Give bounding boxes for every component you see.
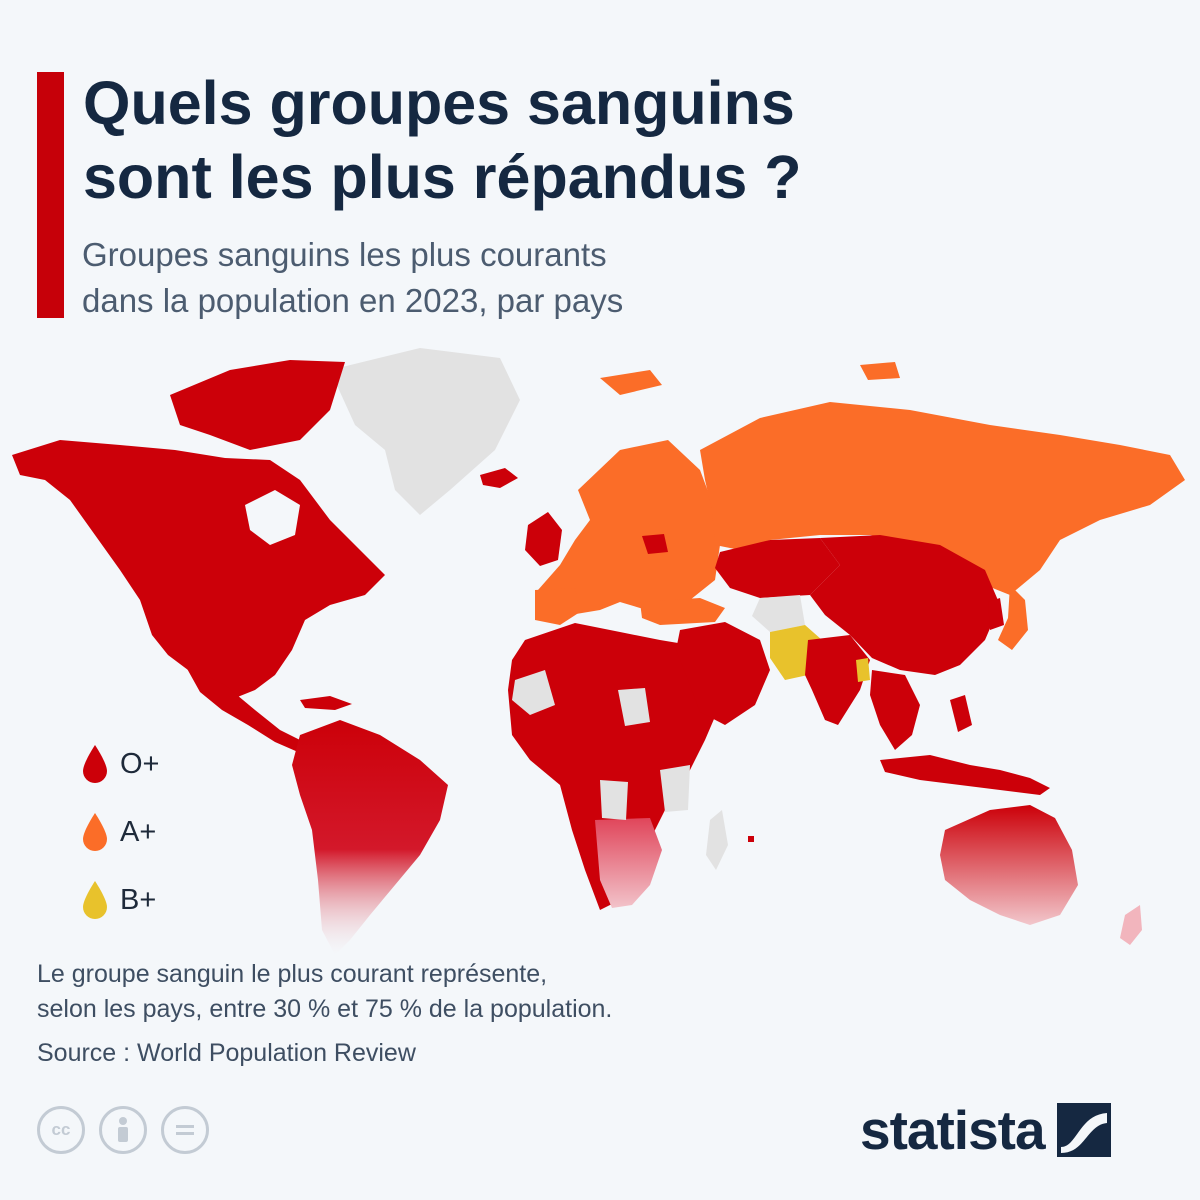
chart-subtitle: Groupes sanguins les plus courants dans … <box>82 232 982 324</box>
legend-item-b-plus: B+ <box>80 866 160 934</box>
legend-label: O+ <box>120 747 160 780</box>
footnote-line-1: Le groupe sanguin le plus courant représ… <box>37 960 548 988</box>
subtitle-line-2: dans la population en 2023, par pays <box>82 282 624 319</box>
europe <box>538 440 720 615</box>
arctic-isles <box>600 362 900 395</box>
no-derivatives-icon[interactable] <box>161 1106 209 1154</box>
caribbean-islands <box>300 696 352 710</box>
mongolia-china <box>810 535 1000 675</box>
new-zealand <box>1120 905 1142 945</box>
license-icons: cc <box>37 1106 209 1154</box>
legend-item-a-plus: A+ <box>80 798 160 866</box>
legend: O+ A+ B+ <box>80 730 160 934</box>
footnote-line-2: selon les pays, entre 30 % et 75 % de la… <box>37 995 613 1023</box>
uk-ireland <box>525 512 562 566</box>
legend-label: B+ <box>120 883 157 916</box>
africa-no-data <box>512 670 690 820</box>
japan <box>998 585 1028 650</box>
southern-africa <box>595 818 662 908</box>
bangladesh <box>856 658 870 682</box>
madagascar <box>706 810 728 870</box>
australia <box>940 805 1078 925</box>
title-line-1: Quels groupes sanguins <box>83 69 795 137</box>
korea <box>988 598 1004 630</box>
accent-bar <box>37 72 64 318</box>
belarus <box>642 534 668 554</box>
footnote: Le groupe sanguin le plus courant représ… <box>37 957 937 1027</box>
india <box>805 635 870 725</box>
blood-drop-icon <box>83 881 107 919</box>
statista-mark-icon <box>1056 1103 1111 1157</box>
mauritius <box>748 836 754 842</box>
southeast-asia <box>870 670 920 750</box>
statista-logo[interactable]: statista <box>860 1098 1111 1162</box>
blood-drop-icon <box>83 745 107 783</box>
brand-wordmark: statista <box>860 1099 1046 1161</box>
turkey <box>640 598 725 625</box>
chart-title: Quels groupes sanguins sont les plus rép… <box>83 66 1163 214</box>
russia <box>700 402 1185 595</box>
central-america <box>185 665 300 752</box>
attribution-icon[interactable] <box>99 1106 147 1154</box>
iceland <box>480 468 518 488</box>
blood-drop-icon <box>83 813 107 851</box>
legend-item-o-plus: O+ <box>80 730 160 798</box>
south-america <box>292 720 448 955</box>
canada-arctic-islands <box>170 360 345 450</box>
title-line-2: sont les plus répandus ? <box>83 143 802 211</box>
creative-commons-icon[interactable]: cc <box>37 1106 85 1154</box>
africa <box>508 623 720 910</box>
legend-label: A+ <box>120 815 157 848</box>
middle-east <box>676 622 770 725</box>
source-text: Source : World Population Review <box>37 1039 416 1067</box>
afghanistan-no-data <box>752 595 805 632</box>
greenland <box>330 348 520 515</box>
philippines <box>950 695 972 732</box>
hudson-bay <box>245 490 300 545</box>
north-america <box>12 440 385 698</box>
indonesia <box>880 755 1050 795</box>
central-asia <box>715 538 840 598</box>
subtitle-line-1: Groupes sanguins les plus courants <box>82 236 607 273</box>
world-map <box>12 348 1185 955</box>
iberia <box>535 588 580 625</box>
